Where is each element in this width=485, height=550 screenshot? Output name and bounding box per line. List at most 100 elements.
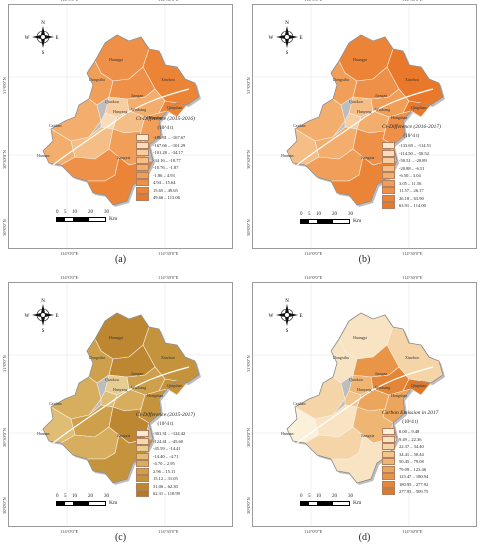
graticule-label: 30°30'0"N — [246, 428, 251, 447]
compass-s: S — [42, 51, 45, 56]
place-label: Hongshan — [391, 393, 408, 398]
legend-swatch — [382, 443, 395, 451]
graticule-label: 114°0'0"E — [304, 0, 322, 2]
legend-range: -14.40 – -4.71 — [153, 453, 179, 459]
scale-tick-label: 20 — [332, 494, 337, 499]
city-boundary — [286, 34, 444, 206]
place-label: Jiangan — [375, 371, 388, 376]
graticule-label: 31°0'0"N — [2, 77, 7, 94]
place-label: Wuchang — [375, 385, 391, 390]
legend: Ct-Difference (2015-2016) (10^4 t) -186.81… — [136, 116, 195, 202]
legend-entry: 3.05 – 11.56 — [382, 179, 441, 188]
legend-swatch — [136, 460, 149, 468]
legend-swatch — [382, 473, 395, 481]
scale-tick-label: 5 — [308, 212, 311, 217]
legend-range: -45.59 – -14.41 — [153, 446, 181, 451]
map-frame: N S E W Huangpi Xinzhou Dongxihu Jiangan Qiaokou… — [8, 4, 233, 249]
place-label: Hongshan — [391, 115, 408, 120]
scale-tick-label: 20 — [332, 212, 337, 217]
map-frame: N S E W Huangpi Xinzhou Dongxihu Jiangan Qiaokou… — [8, 282, 233, 527]
legend-swatch — [136, 490, 149, 498]
graticule-label: 114°0'0"E — [60, 251, 79, 256]
place-label: Jiangan — [131, 93, 144, 98]
graticule-label: 114°30'0"E — [402, 251, 423, 256]
legend-entry: 49.66 – 113.06 — [136, 194, 195, 202]
graticule-label: 114°0'0"E — [304, 275, 323, 280]
legend-unit: (10^4 t) — [403, 133, 420, 139]
place-label: Hongshan — [147, 393, 164, 398]
legend-entry: -34.16 – -10.77 — [136, 156, 195, 165]
place-label: Hanyang — [357, 109, 372, 114]
legend-range: 123.47 – 180.94 — [399, 474, 429, 479]
legend-range: -1.86 – 4.93 — [153, 172, 175, 178]
legend-entry: 277.93 – 509.75 — [382, 488, 438, 496]
place-label: Qingshan — [411, 383, 427, 388]
place-label: Qingshan — [411, 105, 427, 110]
compass-n: N — [285, 21, 289, 26]
scale-tick-label: 20 — [88, 210, 93, 215]
scale-bar-graphic — [300, 218, 350, 224]
legend-range: 180.95 – 277.92 — [399, 481, 429, 487]
north-arrow-icon: N S E W — [269, 299, 303, 334]
place-label: Huangpi — [353, 335, 367, 340]
scale-tick-label: 30 — [348, 212, 353, 217]
legend-range: -10.76 – -1.87 — [153, 165, 179, 170]
map-panel-a: N S E W Huangpi Xinzhou Dongxihu Jiangan Qiaokou… — [2, 0, 233, 265]
panel-label: (a) — [114, 254, 127, 265]
scale-tick-label: 5 — [64, 210, 67, 215]
compass-s: S — [286, 329, 289, 334]
compass-n: N — [41, 21, 45, 26]
compass-n: N — [285, 299, 289, 304]
legend-range: 9.49 – 22.36 — [399, 436, 422, 442]
legend-entry: -124.41 – -45.60 — [136, 437, 195, 446]
place-label: Xinzhou — [161, 77, 175, 82]
legend-entry: -101.28 – -34.17 — [136, 149, 195, 157]
compass-e: E — [299, 36, 302, 41]
place-label: Qiaokou — [105, 99, 119, 104]
legend-entry: 26.18 – 63.90 — [382, 194, 441, 203]
scale-bar-graphic — [56, 500, 106, 506]
legend-range: -124.41 – -45.60 — [153, 438, 183, 444]
legend-swatch — [136, 437, 149, 445]
north-arrow-icon: N S E W — [25, 21, 59, 56]
legend-unit: (10^4 t) — [157, 421, 174, 427]
place-label: Qiaokou — [349, 99, 363, 104]
legend-swatch — [382, 164, 395, 172]
scale-tick-label: 10 — [316, 494, 321, 499]
legend-entry: -301.31 – -124.42 — [136, 430, 195, 438]
legend-swatch — [382, 179, 395, 187]
place-label: Jiangan — [375, 93, 388, 98]
graticule-label: 114°0'0"E — [304, 251, 323, 256]
legend-range: 2.96 – 15.11 — [153, 468, 176, 474]
river — [52, 88, 190, 166]
compass-w: W — [269, 314, 274, 319]
place-label: Qiaokou — [105, 377, 119, 382]
city-boundary — [286, 312, 444, 484]
legend-entry: 62.31 – 118.99 — [136, 490, 195, 498]
graticule-label: 31°0'0"N — [246, 77, 251, 94]
legend-range: -34.16 – -10.77 — [153, 157, 181, 163]
legend-entry: -186.81 – -167.67 — [136, 134, 195, 142]
legend-entry: 22.37 – 34.40 — [382, 443, 438, 451]
scale-bar: 0 5 10 20 30 Km — [300, 494, 380, 506]
legend-entry: -50.51 – -20.89 — [382, 157, 441, 165]
legend-range: 62.31 – 118.99 — [153, 491, 180, 496]
scale-tick-label: 5 — [308, 494, 311, 499]
scale-bar-graphic — [300, 500, 350, 506]
legend-swatch — [136, 141, 149, 149]
legend-swatch — [136, 482, 149, 490]
legend-swatch — [382, 488, 395, 496]
scale-tick-label: 30 — [104, 210, 109, 215]
legend-range: 50.45 – 79.08 — [399, 459, 424, 464]
place-label: Dongxihu — [333, 77, 349, 82]
legend-range: -50.51 – -20.89 — [399, 158, 427, 163]
place-label: Dongxihu — [89, 77, 105, 82]
legend-range: 31.06 – 62.30 — [153, 483, 178, 489]
legend-swatch — [382, 172, 395, 180]
north-arrow-icon: N S E W — [25, 299, 59, 334]
legend: Ct-Difference (2015-2017) (10^4 t) -301.31… — [136, 412, 195, 498]
compass-s: S — [286, 51, 289, 56]
legend-entry: 2.96 – 15.11 — [136, 467, 195, 476]
place-label: Hanyang — [113, 109, 128, 114]
scale-unit: Km — [109, 500, 118, 506]
